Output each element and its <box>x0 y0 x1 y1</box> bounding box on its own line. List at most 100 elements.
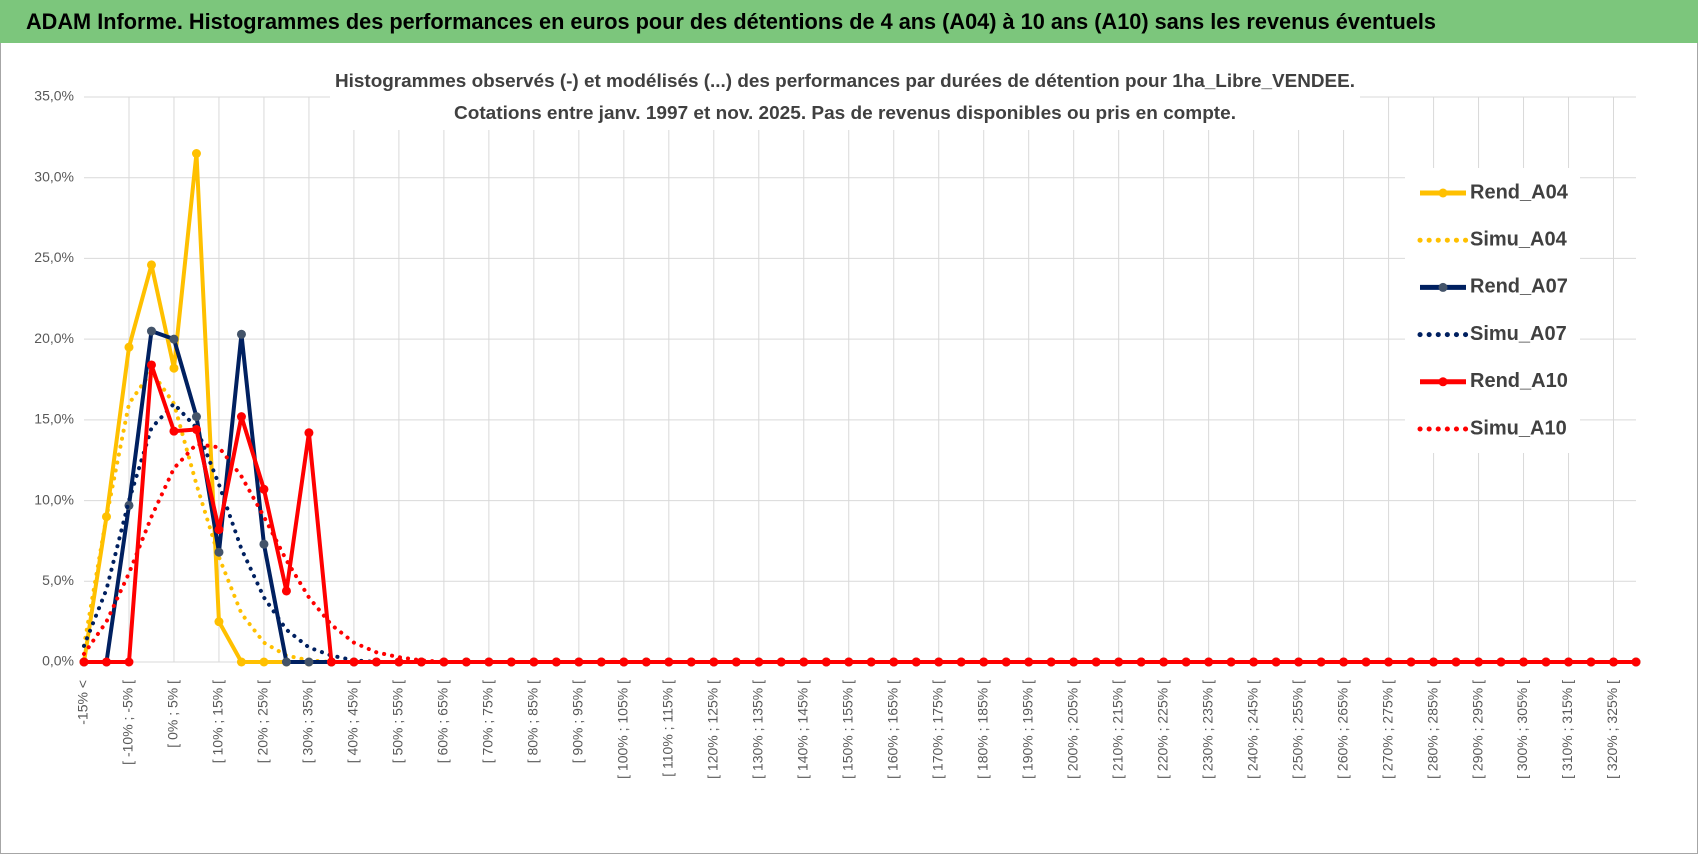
x-tick-label: [ 260% ; 265% [ <box>1334 680 1350 779</box>
x-tick-label: [ 50% ; 55% [ <box>390 680 406 763</box>
legend-label: Simu_A07 <box>1470 323 1567 345</box>
x-tick-label: [ 150% ; 155% [ <box>839 680 855 779</box>
x-tick-label: -15% < <box>75 680 91 725</box>
marker <box>146 360 156 370</box>
x-tick-label: [ 200% ; 205% [ <box>1064 680 1080 779</box>
marker <box>146 326 156 336</box>
marker <box>1631 657 1641 667</box>
marker <box>101 657 111 667</box>
marker <box>169 334 179 344</box>
x-tick-label: [ 110% ; 115% [ <box>660 680 676 777</box>
x-tick-label: [ 290% ; 295% [ <box>1469 680 1485 779</box>
x-tick-label: [ 0% ; 5% [ <box>165 680 181 748</box>
x-tick-label: [ 230% ; 235% [ <box>1199 680 1215 779</box>
marker <box>731 657 741 667</box>
marker <box>349 657 359 667</box>
marker <box>551 657 561 667</box>
marker <box>1451 657 1461 667</box>
x-tick-label: [ 190% ; 195% [ <box>1019 680 1035 779</box>
legend-label: Simu_A04 <box>1470 228 1568 250</box>
marker <box>259 484 269 494</box>
x-tick-label: [ 30% ; 35% [ <box>300 680 316 763</box>
x-tick-label: [ 270% ; 275% [ <box>1379 680 1395 779</box>
y-tick-label: 20,0% <box>34 330 74 346</box>
y-tick-label: 0,0% <box>42 653 74 669</box>
series-line <box>82 442 1638 664</box>
x-tick-label: [ 100% ; 105% [ <box>615 680 631 779</box>
marker <box>1024 657 1034 667</box>
marker <box>146 260 156 270</box>
marker <box>259 657 269 667</box>
marker <box>79 657 89 667</box>
y-tick-label: 35,0% <box>34 88 74 104</box>
marker <box>259 539 269 549</box>
marker <box>1136 657 1146 667</box>
marker <box>821 657 831 667</box>
x-tick-label: [ 180% ; 185% [ <box>974 680 990 779</box>
marker <box>124 342 134 352</box>
title-background <box>330 66 1360 130</box>
marker <box>371 657 381 667</box>
marker <box>619 657 629 667</box>
marker <box>1519 657 1529 667</box>
marker <box>754 657 764 667</box>
marker <box>236 412 246 422</box>
y-tick-label: 30,0% <box>34 168 74 184</box>
x-tick-label: [ 40% ; 45% [ <box>345 680 361 763</box>
x-tick-label: [ 80% ; 85% [ <box>525 680 541 763</box>
marker <box>439 657 449 667</box>
x-tick-label: [ 10% ; 15% [ <box>210 680 226 763</box>
y-tick-label: 10,0% <box>34 491 74 507</box>
legend-marker <box>1438 377 1448 387</box>
marker <box>956 657 966 667</box>
marker <box>304 657 314 667</box>
marker <box>1361 657 1371 667</box>
legend-label: Rend_A07 <box>1470 276 1568 298</box>
marker <box>304 428 314 438</box>
x-tick-label: [ 60% ; 65% [ <box>435 680 451 763</box>
marker <box>191 425 201 435</box>
header-bar <box>0 0 1698 43</box>
x-tick-label: [ 160% ; 165% [ <box>884 680 900 779</box>
marker <box>394 657 404 667</box>
x-tick-label: [ 310% ; 315% [ <box>1559 680 1575 779</box>
x-tick-label: [ 140% ; 145% [ <box>794 680 810 779</box>
marker <box>236 329 246 339</box>
marker <box>1339 657 1349 667</box>
marker <box>1429 657 1439 667</box>
marker <box>236 657 246 667</box>
legend-marker <box>1438 188 1448 198</box>
x-tick-label: [ -10% ; -5% [ <box>120 680 136 765</box>
chart-subtitle: Cotations entre janv. 1997 et nov. 2025.… <box>454 103 1236 123</box>
marker <box>1159 657 1169 667</box>
x-tick-label: [ 70% ; 75% [ <box>480 680 496 763</box>
marker <box>1226 657 1236 667</box>
marker <box>1046 657 1056 667</box>
marker <box>844 657 854 667</box>
marker <box>934 657 944 667</box>
marker <box>124 500 134 510</box>
x-tick-label: [ 300% ; 305% [ <box>1514 680 1530 779</box>
x-tick-label: [ 250% ; 255% [ <box>1289 680 1305 779</box>
x-tick-label: [ 90% ; 95% [ <box>570 680 586 763</box>
marker <box>1564 657 1574 667</box>
marker <box>169 363 179 373</box>
legend-marker <box>1438 282 1448 292</box>
marker <box>281 586 291 596</box>
x-tick-label: [ 120% ; 125% [ <box>705 680 721 779</box>
marker <box>124 657 134 667</box>
marker <box>169 426 179 436</box>
marker <box>1249 657 1259 667</box>
marker <box>326 657 336 667</box>
marker <box>214 547 224 557</box>
x-tick-label: [ 20% ; 25% [ <box>255 680 271 763</box>
x-tick-label: [ 320% ; 325% [ <box>1604 680 1620 779</box>
marker <box>529 657 539 667</box>
x-tick-label: [ 210% ; 215% [ <box>1109 680 1125 779</box>
legend-label: Rend_A10 <box>1470 370 1568 392</box>
chart-title: Histogrammes observés (-) et modélisés (… <box>335 71 1355 91</box>
x-tick-label: [ 170% ; 175% [ <box>929 680 945 779</box>
marker <box>1541 657 1551 667</box>
legend-background <box>1405 168 1580 453</box>
